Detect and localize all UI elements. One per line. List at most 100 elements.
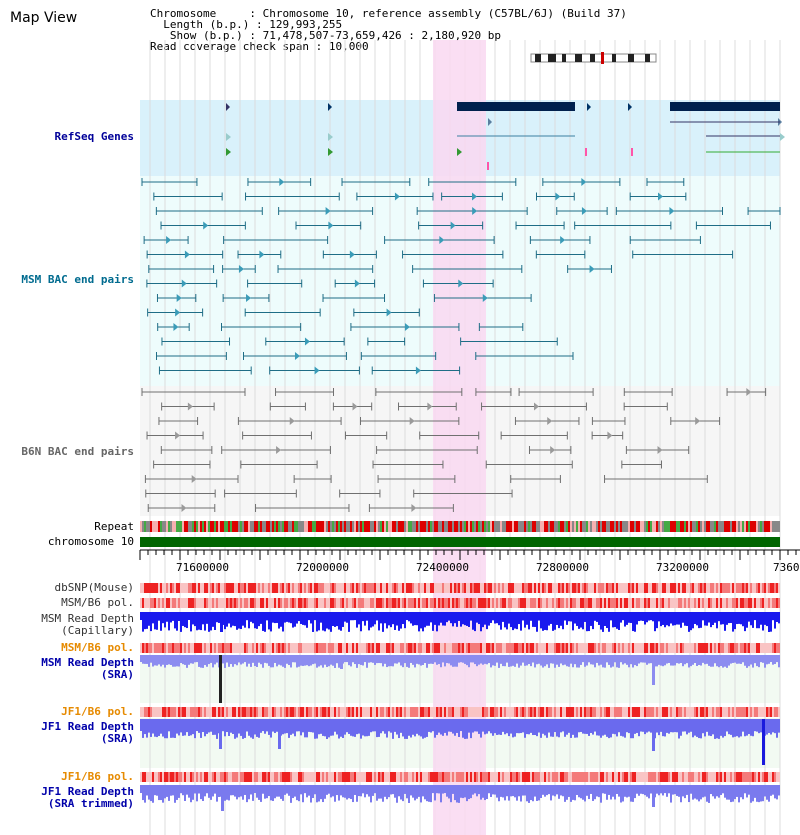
heat-cell (140, 772, 142, 782)
heat-cell (292, 598, 294, 608)
depth-bar (368, 655, 370, 663)
heat-cell (604, 583, 606, 593)
heat-cell (598, 583, 600, 593)
heat-cell (156, 598, 158, 608)
depth-bar (272, 719, 274, 732)
heat-cell (736, 772, 738, 782)
refseq-label[interactable]: RefSeq Genes (54, 130, 134, 143)
heat-cell (356, 772, 358, 782)
repeat-tick (678, 521, 680, 532)
depth-bar (192, 612, 194, 625)
msm-bac-arrow (294, 352, 300, 360)
repeat-tick (674, 521, 676, 532)
depth-bar (330, 655, 332, 665)
depth-bar (626, 785, 628, 798)
depth-bar (540, 785, 542, 799)
heat-cell (520, 598, 522, 608)
depth-bar (562, 612, 564, 630)
heat-cell (764, 643, 766, 653)
depth-bar (366, 612, 368, 621)
depth-bar (224, 719, 226, 737)
depth-bar (230, 785, 232, 796)
depth-bar (368, 785, 370, 797)
depth-bar (268, 719, 270, 735)
heat-cell (560, 643, 562, 653)
depth-spike (652, 655, 655, 685)
b6n-bac-track[interactable] (141, 388, 767, 512)
repeat-tick (274, 521, 276, 532)
depth-bar (676, 719, 678, 733)
heat-cell (264, 643, 266, 653)
depth-bar (208, 655, 210, 665)
msm-bac-label[interactable]: MSM BAC end pairs (21, 273, 134, 286)
depth-bar (712, 719, 714, 735)
heat-cell (202, 598, 204, 608)
gene-arrow (328, 103, 332, 111)
msm-bac-arrow (394, 192, 400, 201)
heat-cell (552, 598, 554, 608)
depth-bar (748, 785, 750, 795)
depth-bar (150, 719, 152, 737)
depth-bar (512, 655, 514, 666)
depth-bar (330, 719, 332, 736)
depth-bar (232, 785, 234, 796)
heat-cell (386, 598, 388, 608)
depth-bar (174, 612, 176, 629)
heat-cell (572, 598, 574, 608)
depth-bar (442, 655, 444, 663)
chromosome-ideogram[interactable] (530, 52, 657, 64)
msm-bac-arrow (238, 265, 244, 273)
heat-cell (660, 707, 662, 717)
depth-bar (282, 785, 284, 801)
b6n-bac-label[interactable]: B6N BAC end pairs (21, 445, 134, 458)
depth-bar (378, 612, 380, 631)
ideogram-band (562, 54, 566, 62)
heat-cell (730, 772, 732, 782)
heat-cell (436, 598, 438, 608)
gene-arrow (226, 148, 231, 156)
depth-bar (772, 612, 774, 621)
depth-bar (230, 719, 232, 733)
heat-cell (742, 598, 744, 608)
msm-bac-track[interactable] (141, 178, 781, 375)
heat-cell (692, 598, 694, 608)
repeat-tick (430, 521, 432, 532)
depth-bar (686, 612, 688, 626)
depth-bar (718, 612, 720, 622)
heat-cell (184, 643, 186, 653)
depth-bar (188, 785, 190, 798)
msm-bac-arrow (458, 279, 464, 288)
heat-cell (220, 707, 222, 717)
heat-cell (722, 772, 724, 782)
depth-bar (296, 719, 298, 732)
depth-bar (394, 612, 396, 630)
heat-cell (268, 583, 270, 593)
heat-cell (368, 583, 370, 593)
repeat-tick (600, 521, 602, 532)
depth-bar (596, 655, 598, 663)
heat-cell (248, 707, 250, 717)
heat-cell (264, 772, 266, 782)
depth-bar (474, 612, 476, 632)
heat-cell (290, 707, 292, 717)
depth-bar (462, 612, 464, 625)
heat-cell (460, 583, 462, 593)
refseq-gene-track[interactable] (226, 102, 785, 170)
heat-cell (556, 583, 558, 593)
repeat-tick (682, 521, 684, 532)
depth-bar (578, 719, 580, 733)
heat-cell (478, 707, 480, 717)
dbsnp-label: dbSNP(Mouse) (54, 581, 134, 594)
heat-cell (650, 772, 652, 782)
heat-cell (408, 583, 410, 593)
heat-cell (392, 643, 394, 653)
heat-cell (496, 598, 498, 608)
heat-cell (732, 772, 734, 782)
depth-bar (642, 719, 644, 732)
heat-cell (320, 643, 322, 653)
heat-cell (778, 772, 780, 782)
heat-cell (328, 583, 330, 593)
depth-bar (480, 719, 482, 738)
heat-cell (440, 598, 442, 608)
